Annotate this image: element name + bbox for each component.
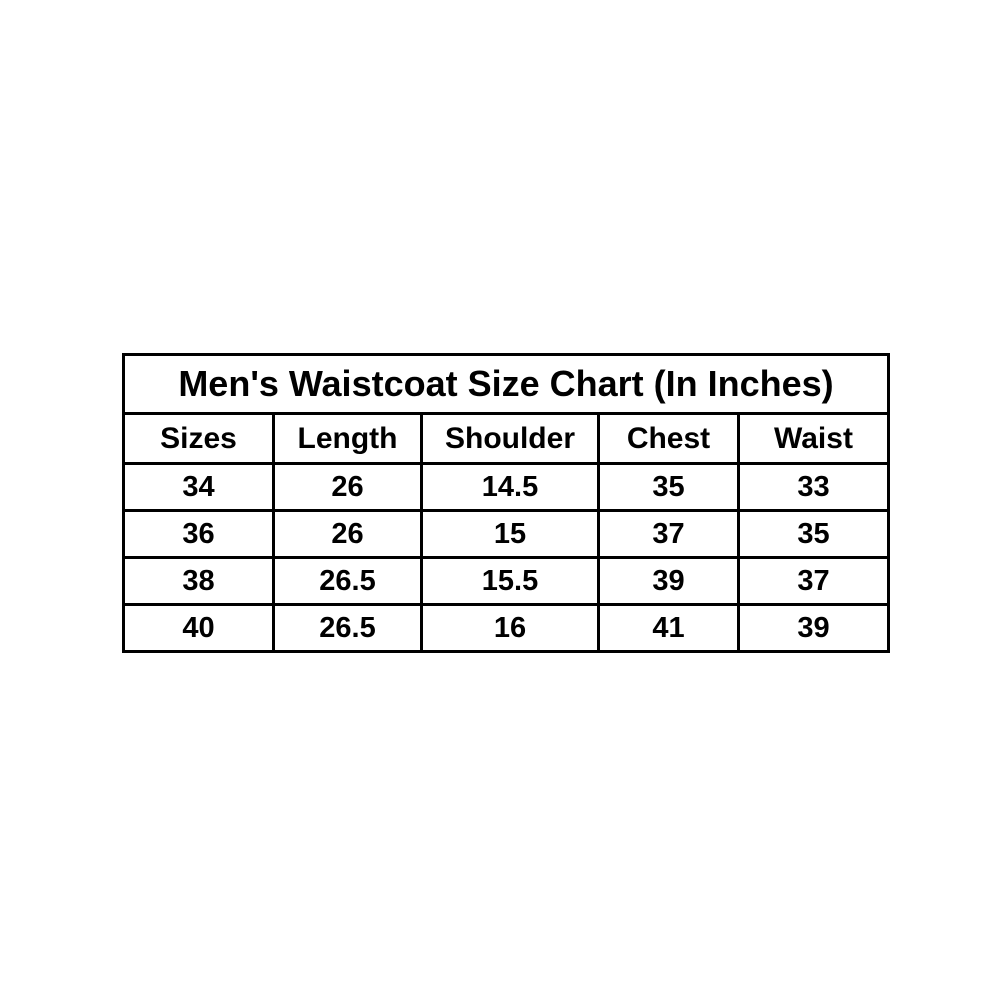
cell-shoulder: 14.5 [420, 462, 600, 512]
table-header-row: Sizes Length Shoulder Chest Waist [122, 412, 890, 465]
table-title: Men's Waistcoat Size Chart (In Inches) [122, 353, 890, 415]
table-row-size-40: 40 26.5 16 41 39 [122, 603, 890, 653]
cell-size: 38 [122, 556, 275, 606]
column-header-length: Length [272, 412, 423, 465]
table-row-size-34: 34 26 14.5 35 33 [122, 462, 890, 512]
cell-length: 26 [272, 509, 423, 559]
column-header-shoulder: Shoulder [420, 412, 600, 465]
column-header-waist: Waist [737, 412, 890, 465]
cell-waist: 39 [737, 603, 890, 653]
cell-shoulder: 15.5 [420, 556, 600, 606]
column-header-chest: Chest [597, 412, 740, 465]
table-row-size-36: 36 26 15 37 35 [122, 509, 890, 559]
cell-chest: 37 [597, 509, 740, 559]
cell-size: 36 [122, 509, 275, 559]
table-row-size-38: 38 26.5 15.5 39 37 [122, 556, 890, 606]
cell-size: 40 [122, 603, 275, 653]
cell-length: 26.5 [272, 556, 423, 606]
cell-waist: 33 [737, 462, 890, 512]
column-header-sizes: Sizes [122, 412, 275, 465]
cell-waist: 37 [737, 556, 890, 606]
cell-shoulder: 15 [420, 509, 600, 559]
table-title-row: Men's Waistcoat Size Chart (In Inches) [122, 353, 890, 415]
cell-size: 34 [122, 462, 275, 512]
size-chart-table: Men's Waistcoat Size Chart (In Inches) S… [122, 353, 890, 653]
cell-shoulder: 16 [420, 603, 600, 653]
cell-length: 26.5 [272, 603, 423, 653]
cell-waist: 35 [737, 509, 890, 559]
cell-chest: 35 [597, 462, 740, 512]
cell-chest: 39 [597, 556, 740, 606]
cell-length: 26 [272, 462, 423, 512]
cell-chest: 41 [597, 603, 740, 653]
